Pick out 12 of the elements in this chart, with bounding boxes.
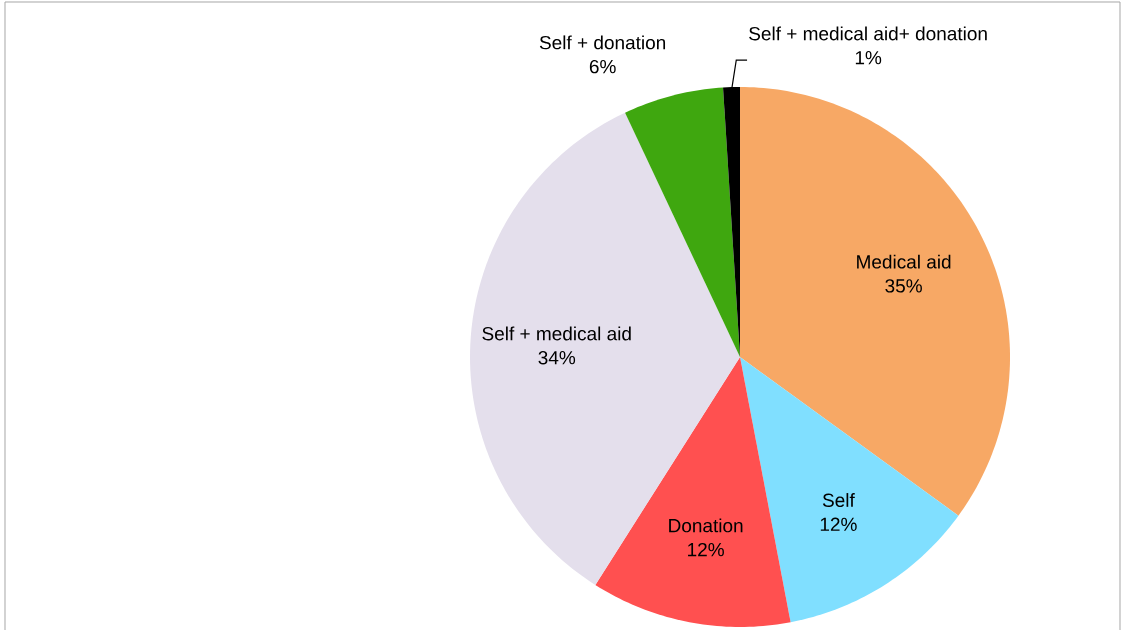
slice-label: Self + donation [539,35,666,50]
slice-label: Self [822,492,855,507]
data-label: 1% [855,50,882,65]
slice-label: Medical aid [857,254,951,269]
data-label: 34% [538,350,576,365]
data-label: 12% [820,517,857,531]
data-label: 12% [688,542,724,557]
slice-label: Self + medical aid+ donation [749,26,987,41]
data-label: 6% [589,59,616,74]
slice-label: Donation [669,518,743,533]
data-label: 35% [885,278,922,293]
slice-label: Self + medical aid [482,326,631,341]
